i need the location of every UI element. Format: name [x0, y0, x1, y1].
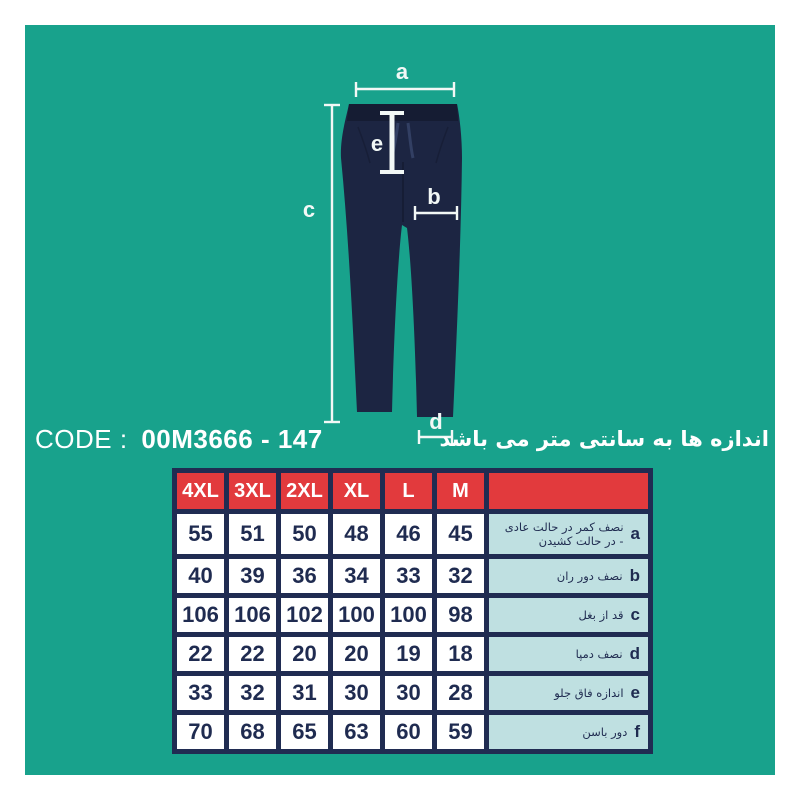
size-header-spacer [489, 473, 648, 509]
value-e-M: 28 [437, 676, 484, 710]
value-b-M: 32 [437, 559, 484, 593]
value-a-4XL: 55 [177, 514, 224, 554]
value-b-L: 33 [385, 559, 432, 593]
value-e-XL: 30 [333, 676, 380, 710]
row-label-a: a نصف کمر در حالت عادی - در حالت کشیدن [489, 514, 648, 554]
value-d-4XL: 22 [177, 637, 224, 671]
product-code: CODE : 00M3666 - 147 [35, 424, 323, 455]
size-header-2XL: 2XL [281, 473, 328, 509]
value-f-4XL: 70 [177, 715, 224, 749]
value-f-2XL: 65 [281, 715, 328, 749]
row-description-d: نصف دمپا [575, 646, 623, 661]
row-label-d: d نصف دمپا [489, 637, 648, 671]
value-c-3XL: 106 [229, 598, 276, 632]
value-c-L: 100 [385, 598, 432, 632]
value-e-L: 30 [385, 676, 432, 710]
value-e-4XL: 33 [177, 676, 224, 710]
value-b-3XL: 39 [229, 559, 276, 593]
row-description-f: دور باسن [582, 724, 628, 739]
value-c-4XL: 106 [177, 598, 224, 632]
value-b-2XL: 36 [281, 559, 328, 593]
size-header-XL: XL [333, 473, 380, 509]
code-label: CODE : [35, 424, 128, 454]
row-description-c: قد از بغل [578, 607, 624, 622]
row-label-b: b نصف دور ران [489, 559, 648, 593]
row-description-a: نصف کمر در حالت عادی - در حالت کشیدن [504, 519, 624, 548]
value-a-L: 46 [385, 514, 432, 554]
value-d-L: 19 [385, 637, 432, 671]
value-c-M: 98 [437, 598, 484, 632]
row-description-b: نصف دور ران [556, 568, 623, 583]
value-b-XL: 34 [333, 559, 380, 593]
value-d-2XL: 20 [281, 637, 328, 671]
value-a-XL: 48 [333, 514, 380, 554]
value-f-M: 59 [437, 715, 484, 749]
value-d-M: 18 [437, 637, 484, 671]
row-letter-d: d [629, 644, 640, 663]
value-f-XL: 63 [333, 715, 380, 749]
row-description-e: اندازه فاق جلو [554, 685, 624, 700]
value-b-4XL: 40 [177, 559, 224, 593]
units-note: اندازه ها به سانتی متر می باشد [439, 427, 769, 451]
size-header-M: M [437, 473, 484, 509]
row-letter-a: a [630, 524, 640, 543]
size-header-L: L [385, 473, 432, 509]
row-label-e: e اندازه فاق جلو [489, 676, 648, 710]
value-f-3XL: 68 [229, 715, 276, 749]
row-label-c: c قد از بغل [489, 598, 648, 632]
value-d-3XL: 22 [229, 637, 276, 671]
row-letter-f: f [634, 722, 640, 741]
size-table: 4XL 3XL 2XL XL L M 55 51 50 48 46 45 a نصف کمر در حال… [172, 468, 653, 754]
value-f-L: 60 [385, 715, 432, 749]
value-a-2XL: 50 [281, 514, 328, 554]
value-d-XL: 20 [333, 637, 380, 671]
value-a-3XL: 51 [229, 514, 276, 554]
size-header-3XL: 3XL [229, 473, 276, 509]
value-e-2XL: 31 [281, 676, 328, 710]
code-value: 00M3666 - 147 [141, 424, 323, 454]
row-letter-e: e [630, 683, 640, 702]
row-letter-c: c [630, 605, 640, 624]
row-label-f: f دور باسن [489, 715, 648, 749]
value-c-2XL: 102 [281, 598, 328, 632]
row-letter-b: b [629, 566, 640, 585]
value-c-XL: 100 [333, 598, 380, 632]
value-e-3XL: 32 [229, 676, 276, 710]
size-header-4XL: 4XL [177, 473, 224, 509]
value-a-M: 45 [437, 514, 484, 554]
